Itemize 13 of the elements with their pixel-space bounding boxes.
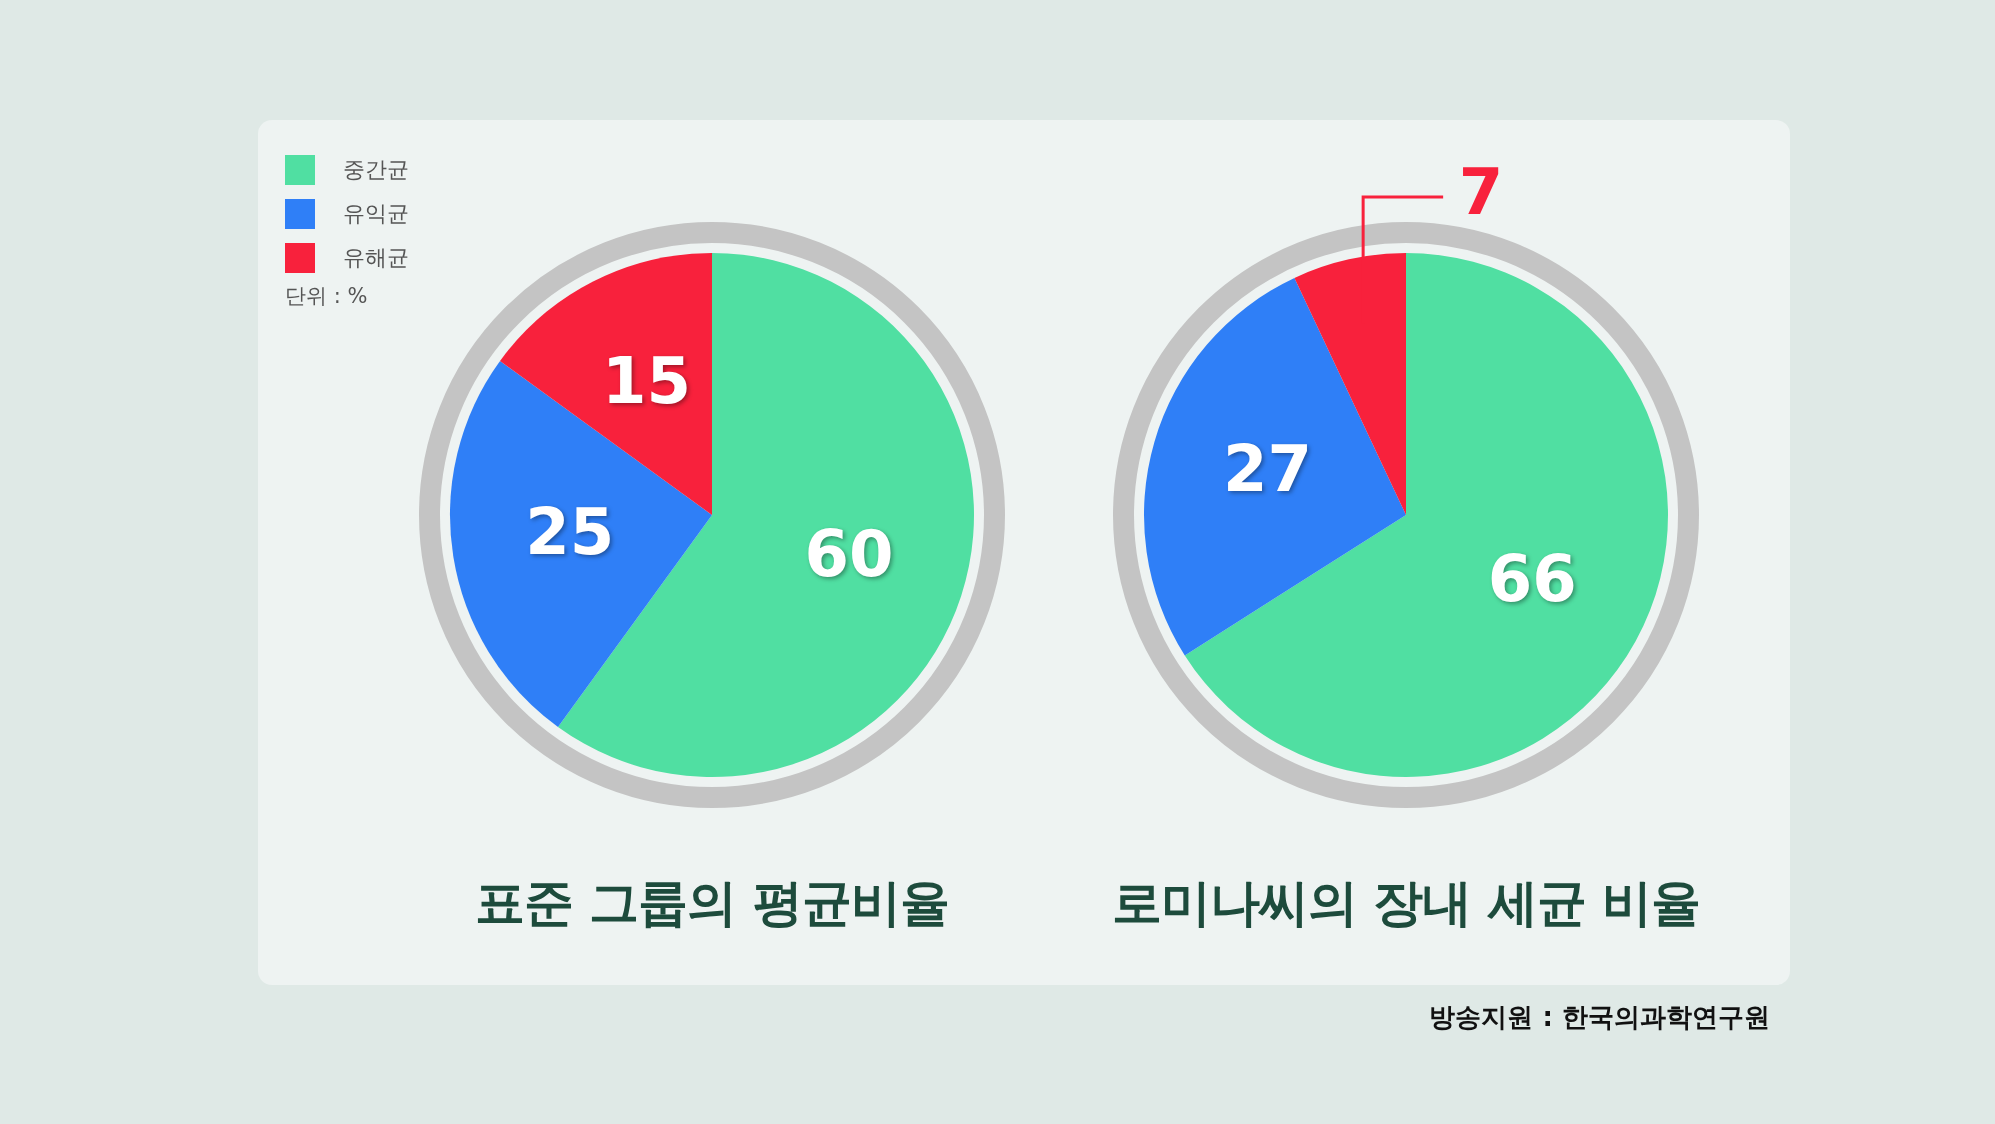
legend-label: 유해균 — [343, 244, 409, 272]
legend-label: 유익균 — [343, 200, 409, 228]
text: 표준 그룹의 평균비율 — [474, 873, 950, 934]
data-label: 15 — [602, 344, 692, 419]
data-label: 7 — [1458, 154, 1504, 229]
text: 단위 : % — [285, 283, 368, 310]
text: 방송지원 : 한국의과학연구원 — [1429, 1001, 1770, 1034]
data-label: 66 — [1487, 542, 1577, 617]
legend-label: 중간균 — [343, 156, 409, 184]
data-label: 25 — [525, 495, 615, 570]
data-label: 27 — [1223, 432, 1313, 507]
text: 로미나씨의 장내 세균 비율 — [1110, 873, 1702, 934]
data-label: 60 — [804, 517, 894, 592]
